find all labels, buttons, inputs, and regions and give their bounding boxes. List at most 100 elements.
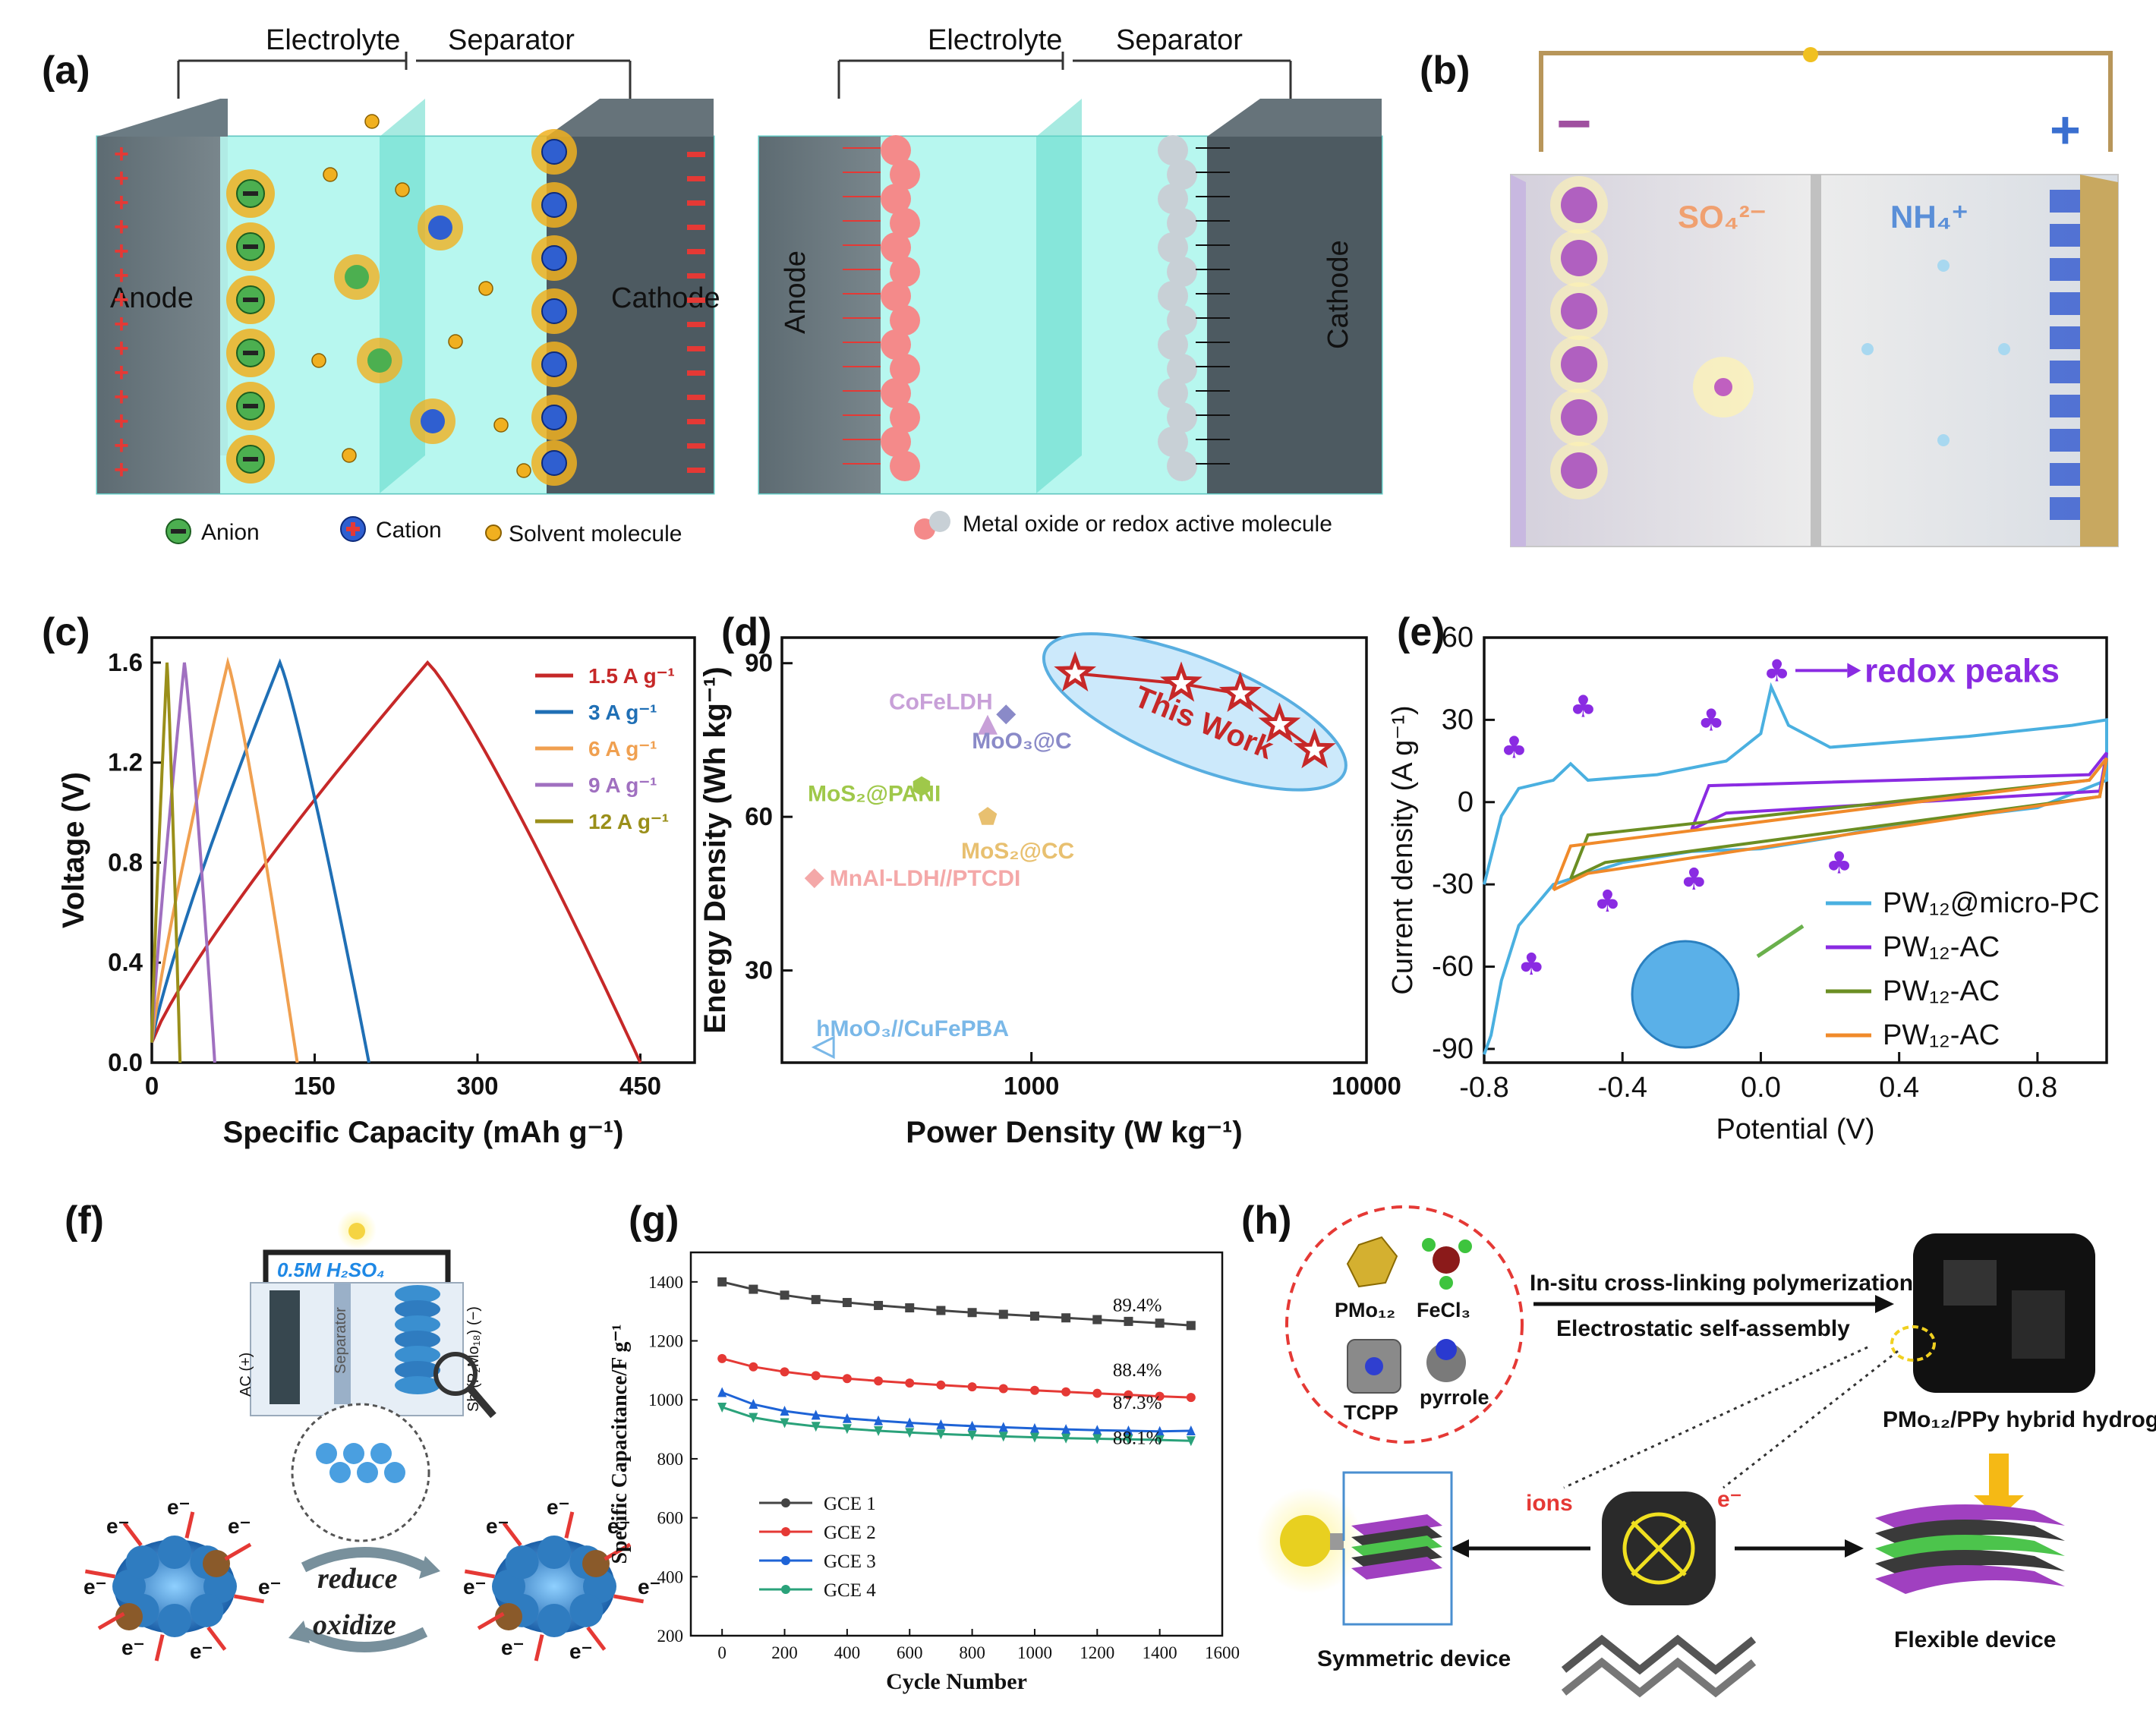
legend-label: GCE 4	[824, 1580, 876, 1601]
retention-label: 88.1%	[1113, 1428, 1162, 1449]
data-point	[1186, 1425, 1196, 1436]
anode-charge-plus: +	[114, 310, 129, 339]
data-point	[1061, 1387, 1071, 1397]
polyoxometalate-cluster	[1561, 346, 1597, 383]
polyoxometalate-cluster	[1561, 452, 1597, 489]
solvent-molecule	[364, 114, 380, 129]
cluster-layer: e⁻ e⁻ e⁻ e⁻ e⁻ e⁻ e⁻ e⁻ e⁻ e⁻ e⁻ e⁻ e⁻ e⁻	[84, 1443, 660, 1663]
panel-a: (a) Electrolyte Separator Anode Cathode …	[42, 24, 1383, 547]
anion-sign	[243, 457, 258, 461]
x-tick-label: 0	[145, 1072, 159, 1100]
data-point	[905, 1417, 915, 1428]
ammonium-ion	[1937, 260, 1950, 272]
retention-label: 88.4%	[1113, 1360, 1162, 1381]
separator-membrane-left	[380, 99, 425, 493]
data-point	[874, 1376, 884, 1386]
mo-sphere	[158, 1604, 191, 1637]
data-point	[936, 1429, 946, 1440]
cation-ion	[541, 405, 567, 430]
y-tick-label: 0	[1458, 786, 1474, 818]
anode-charge-plus: +	[114, 358, 129, 387]
cathode-charge-minus	[687, 322, 705, 327]
data-point	[905, 1378, 915, 1388]
y-axis-title: Current density (A g⁻¹)	[1387, 705, 1419, 994]
anion-sign	[243, 404, 258, 408]
cathode-charge-minus	[687, 443, 705, 449]
electrolyte-f: 0.5M H₂SO₄	[277, 1258, 385, 1281]
data-point	[936, 1380, 946, 1390]
cathode-material	[2050, 463, 2080, 486]
legend-label: PW₁₂-AC	[1883, 931, 2000, 963]
redox-peak-marker: ♣	[1500, 731, 1527, 766]
x-tick-label: 0	[717, 1643, 727, 1662]
panel-d: (d) 1000 10000 30 60 90 Power Density (W kg⁻¹…	[698, 610, 1401, 1149]
light-bulb-icon	[1280, 1515, 1332, 1567]
y-tick-label: 600	[657, 1509, 684, 1528]
cathode-charge-minus	[687, 346, 705, 351]
data-point	[1029, 1385, 1039, 1395]
data-point	[874, 1300, 884, 1310]
solvent-icon	[485, 524, 502, 541]
cathode-charge-minus	[687, 370, 705, 376]
cathode-material	[2050, 429, 2080, 452]
cation-ion	[541, 192, 567, 218]
data-point	[1186, 1393, 1196, 1403]
y-tick-label: 30	[745, 956, 773, 984]
cathode-charge-minus	[687, 298, 705, 303]
point-label: MnAl-LDH//PTCDI	[830, 866, 1021, 891]
electron-path	[84, 1569, 116, 1579]
data-point	[749, 1399, 758, 1410]
y-tick-label: 1000	[648, 1391, 683, 1410]
polyoxometalate-cluster	[1561, 399, 1597, 436]
bulb-icon	[348, 1223, 365, 1239]
data-point	[717, 1402, 727, 1413]
zoom-cluster	[316, 1443, 337, 1464]
chart-d: 1000 10000 30 60 90 Power Density (W kg⁻¹) Ene…	[698, 632, 1401, 1149]
data-point	[998, 1309, 1008, 1319]
electron-label: e⁻	[569, 1640, 592, 1663]
fecl3-icon	[1433, 1246, 1460, 1274]
ions-label: ions	[1526, 1491, 1573, 1516]
panel-label-c: (c)	[42, 610, 90, 654]
electron-path	[233, 1594, 265, 1604]
cathode-plate-right	[1207, 137, 1382, 493]
flexible-device-stack	[1875, 1504, 2065, 1594]
y-tick-label: -60	[1432, 951, 1474, 983]
anode-charge-plus: +	[114, 237, 129, 266]
ammonium-ion	[1998, 343, 2010, 355]
y-axis-title: Energy Density (Wh kg⁻¹)	[698, 666, 732, 1033]
mo-sphere	[158, 1536, 191, 1569]
y-tick-label: 90	[745, 649, 773, 677]
sb-atom	[495, 1603, 522, 1630]
panel-label-d: (d)	[721, 610, 771, 654]
plus-terminal: +	[2050, 100, 2081, 159]
this-work-highlight	[1042, 632, 1348, 792]
y-tick-label: 0.4	[108, 948, 143, 976]
redox-particle-anode	[881, 427, 911, 457]
data-point-4	[804, 868, 824, 889]
solvent-molecule	[342, 448, 357, 463]
zoom-cluster	[384, 1462, 405, 1483]
data-point	[1092, 1315, 1102, 1325]
redox-particle-anode	[881, 184, 911, 214]
y-axis-title: Specific Capacitance/F g⁻¹	[608, 1324, 632, 1564]
electron-path	[477, 1611, 505, 1630]
cathode-label-right: Cathode	[1322, 240, 1354, 349]
polyoxometalate-cluster	[1561, 293, 1597, 329]
data-point-5	[811, 1035, 835, 1060]
data-point	[1124, 1390, 1133, 1400]
data-point	[998, 1384, 1008, 1394]
data-point	[967, 1382, 977, 1392]
x-tick-label: 600	[897, 1643, 923, 1662]
cathode-material	[2050, 190, 2080, 213]
data-point	[1155, 1318, 1165, 1328]
legend-cation: Cation	[376, 518, 442, 543]
anion-sign	[243, 351, 258, 355]
plot-frame	[689, 1251, 1224, 1637]
electron-label: e⁻	[547, 1495, 569, 1519]
point-label: CoFeLDH	[889, 690, 993, 715]
y-tick-label: -90	[1432, 1033, 1474, 1065]
data-point	[780, 1367, 790, 1377]
y-tick-label: 60	[1442, 622, 1474, 654]
redox-particle-anode	[890, 354, 920, 384]
